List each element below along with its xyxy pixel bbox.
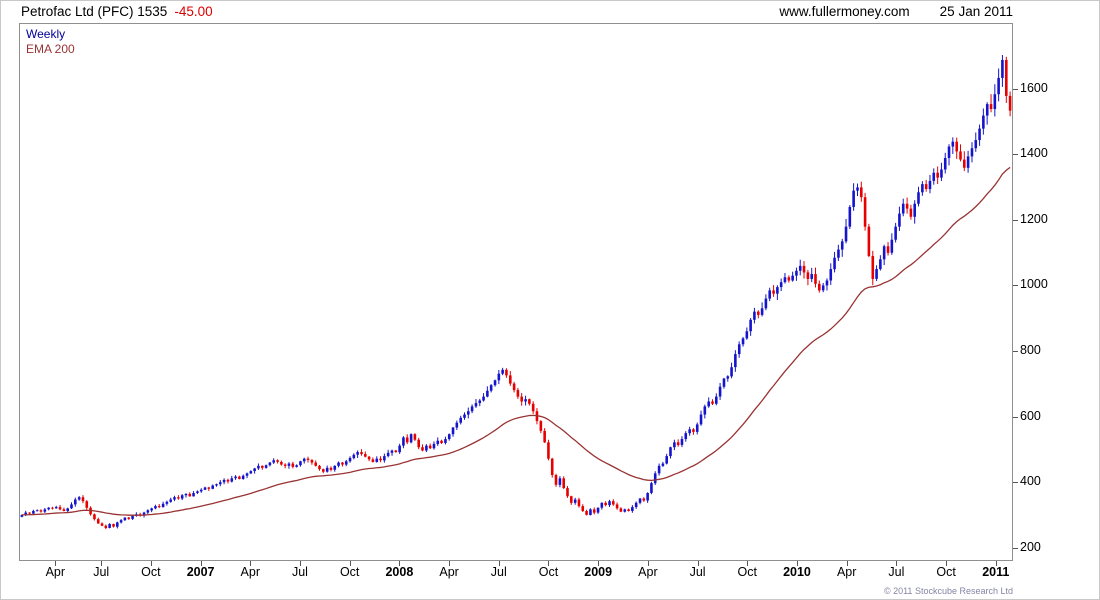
x-axis-tick bbox=[349, 561, 351, 566]
x-axis-tick bbox=[200, 561, 202, 566]
x-axis-tick bbox=[250, 561, 252, 566]
x-axis-label: 2007 bbox=[186, 565, 215, 579]
x-axis-tick bbox=[647, 561, 649, 566]
x-axis-tick bbox=[598, 561, 600, 566]
x-axis-label: Oct bbox=[538, 565, 559, 579]
y-axis-label: 400 bbox=[1020, 474, 1041, 489]
x-axis-tick bbox=[846, 561, 848, 566]
y-axis-tick bbox=[1013, 482, 1018, 484]
x-axis-tick bbox=[55, 561, 57, 566]
x-axis-tick bbox=[946, 561, 948, 566]
chart-date: 25 Jan 2011 bbox=[939, 4, 1013, 19]
fullermoney-link[interactable]: www.fullermoney.com bbox=[779, 4, 910, 19]
x-axis-label: 2009 bbox=[584, 565, 613, 579]
x-axis-label: Apr bbox=[638, 565, 658, 579]
y-axis-label: 1200 bbox=[1020, 211, 1048, 226]
x-axis-label: Apr bbox=[45, 565, 66, 579]
x-axis-tick bbox=[697, 561, 699, 566]
x-axis-label: Jul bbox=[93, 565, 110, 579]
ema-line bbox=[21, 166, 1011, 516]
x-axis-label: Jul bbox=[490, 565, 507, 579]
price-change: -45.00 bbox=[174, 4, 213, 19]
x-axis-label: Apr bbox=[439, 565, 459, 579]
x-axis-tick bbox=[299, 561, 301, 566]
x-axis-label: Jul bbox=[689, 565, 706, 579]
x-axis-label: Oct bbox=[141, 565, 161, 579]
x-axis-label: 2011 bbox=[982, 565, 1010, 579]
x-axis-label: Apr bbox=[240, 565, 260, 579]
candlestick-canvas bbox=[20, 54, 1012, 530]
x-axis-tick bbox=[449, 561, 451, 566]
y-axis-tick bbox=[1013, 547, 1018, 549]
candles-group bbox=[20, 54, 1012, 530]
x-axis-label: 2008 bbox=[385, 565, 414, 579]
x-axis-tick bbox=[796, 561, 798, 566]
x-axis-label: Jul bbox=[888, 565, 905, 579]
x-axis-tick bbox=[150, 561, 152, 566]
x-axis-tick bbox=[747, 561, 749, 566]
y-axis-tick bbox=[1013, 285, 1018, 287]
legend-timeframe-label: Weekly bbox=[26, 27, 66, 41]
y-axis-tick bbox=[1013, 351, 1018, 353]
y-axis-label: 800 bbox=[1020, 343, 1041, 358]
y-axis-tick bbox=[1013, 219, 1018, 221]
x-axis-label: Oct bbox=[737, 565, 757, 579]
y-axis-tick bbox=[1013, 154, 1018, 156]
header: Petrofac Ltd (PFC) 1535 -45.00 www.fuller… bbox=[21, 4, 1013, 19]
price-chart-area: Weekly EMA 200 bbox=[19, 23, 1013, 561]
x-axis-label: Oct bbox=[339, 565, 360, 579]
y-axis-label: 1600 bbox=[1020, 80, 1048, 95]
header-right: www.fullermoney.com 25 Jan 2011 bbox=[779, 4, 1013, 19]
header-left: Petrofac Ltd (PFC) 1535 -45.00 bbox=[21, 4, 213, 19]
y-axis-label: 200 bbox=[1020, 539, 1041, 554]
x-axis-label: Apr bbox=[836, 565, 857, 579]
copyright-notice: © 2011 Stockcube Research Ltd bbox=[883, 586, 1013, 596]
y-axis-tick bbox=[1013, 88, 1018, 90]
legend-ema-label: EMA 200 bbox=[26, 42, 75, 56]
x-axis-label: 2010 bbox=[783, 565, 811, 579]
x-axis-tick bbox=[399, 561, 401, 566]
x-axis-label: Jul bbox=[291, 565, 308, 579]
x-axis-tick bbox=[498, 561, 500, 566]
x-axis-label: Oct bbox=[936, 565, 956, 579]
instrument-title: Petrofac Ltd (PFC) 1535 bbox=[21, 4, 168, 19]
x-axis-tick bbox=[101, 561, 103, 566]
y-axis-label: 600 bbox=[1020, 408, 1041, 423]
y-axis-label: 1000 bbox=[1020, 277, 1048, 292]
chart-legend: Weekly EMA 200 bbox=[26, 27, 75, 57]
x-axis-tick bbox=[995, 561, 997, 566]
y-axis-tick bbox=[1013, 416, 1018, 418]
x-axis-tick bbox=[548, 561, 550, 566]
y-axis-label: 1400 bbox=[1020, 146, 1048, 161]
x-axis-tick bbox=[896, 561, 898, 566]
